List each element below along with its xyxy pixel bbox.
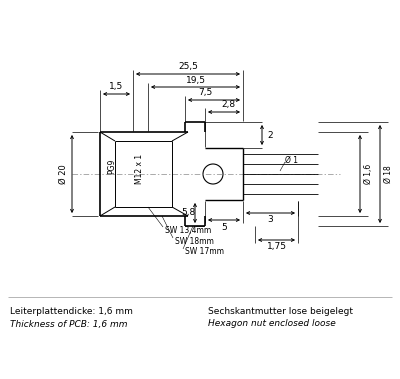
Text: Hexagon nut enclosed loose: Hexagon nut enclosed loose xyxy=(208,319,336,329)
Text: 19,5: 19,5 xyxy=(186,75,206,85)
Text: 5,8: 5,8 xyxy=(181,208,195,218)
Text: 1,75: 1,75 xyxy=(266,243,286,252)
Text: Ø 18: Ø 18 xyxy=(384,165,392,183)
Text: 3: 3 xyxy=(268,216,273,224)
Text: 5: 5 xyxy=(221,222,227,232)
Text: 7,5: 7,5 xyxy=(198,89,212,97)
Text: Ø 20: Ø 20 xyxy=(58,164,68,184)
Text: SW 17mm: SW 17mm xyxy=(185,247,224,257)
Text: Sechskantmutter lose beigelegt: Sechskantmutter lose beigelegt xyxy=(208,307,353,315)
Text: Ø 1: Ø 1 xyxy=(285,155,298,164)
Text: Leiterplattendicke: 1,6 mm: Leiterplattendicke: 1,6 mm xyxy=(10,307,133,315)
Text: SW 18mm: SW 18mm xyxy=(175,236,214,246)
Text: SW 13,4mm: SW 13,4mm xyxy=(165,226,211,235)
Text: PG9: PG9 xyxy=(108,158,116,174)
Text: Thickness of PCB: 1,6 mm: Thickness of PCB: 1,6 mm xyxy=(10,319,128,329)
Text: Ø 1,6: Ø 1,6 xyxy=(364,164,372,184)
Text: 2: 2 xyxy=(267,130,273,139)
Text: M12 x 1: M12 x 1 xyxy=(136,154,144,184)
Text: 1,5: 1,5 xyxy=(109,83,124,91)
Text: 2,8: 2,8 xyxy=(221,100,235,110)
Text: 25,5: 25,5 xyxy=(178,63,198,72)
